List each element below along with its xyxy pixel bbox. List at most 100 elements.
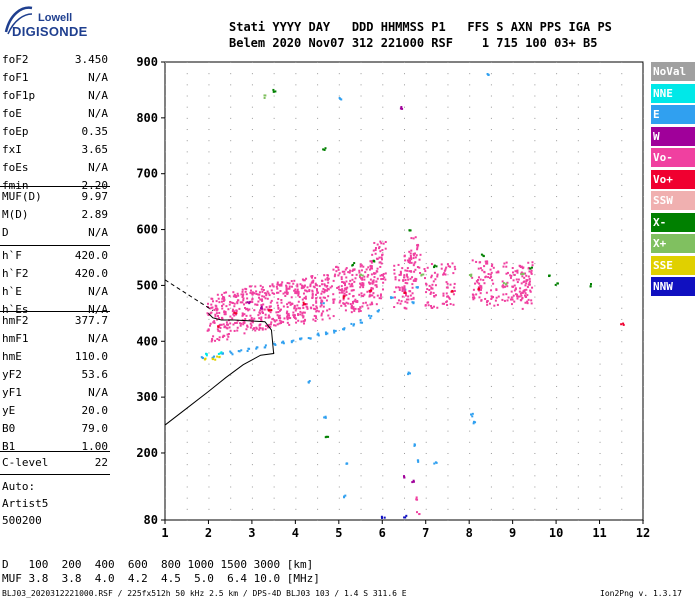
grid-dot (425, 341, 427, 343)
grid-dot (165, 363, 166, 365)
grid-dot (295, 419, 297, 421)
grid-dot (534, 296, 536, 298)
data-point (449, 303, 452, 306)
grid-dot (382, 196, 384, 198)
grid-dot (273, 464, 275, 466)
data-point (272, 90, 275, 93)
data-point (350, 289, 353, 292)
grid-dot (469, 207, 471, 209)
param-row: hmF1 N/A (2, 332, 108, 347)
grid-dot (295, 218, 297, 220)
data-point (412, 279, 415, 282)
grid-dot (469, 397, 471, 399)
data-point (261, 308, 264, 311)
data-point (216, 293, 219, 296)
data-point (266, 290, 269, 293)
grid-dot (556, 184, 558, 186)
data-point (313, 314, 316, 317)
grid-dot (577, 363, 579, 365)
data-point (412, 257, 415, 260)
grid-dot (208, 452, 210, 454)
data-point (229, 350, 232, 353)
grid-dot (621, 352, 623, 354)
data-point (478, 282, 481, 285)
grid-dot (230, 251, 232, 253)
grid-dot (165, 385, 166, 387)
grid-dot (447, 62, 449, 63)
x-tick-label: 8 (466, 526, 473, 540)
data-point (362, 302, 365, 305)
grid-dot (534, 363, 536, 365)
data-point (240, 293, 243, 296)
digisonde-logo-icon (4, 6, 33, 35)
data-point (260, 316, 263, 319)
grid-dot (425, 330, 427, 332)
data-point (326, 287, 329, 290)
data-point (275, 311, 278, 314)
data-point (405, 274, 408, 277)
data-point (472, 422, 475, 425)
data-point (241, 288, 244, 291)
data-point (270, 289, 273, 292)
grid-dot (251, 162, 253, 164)
grid-dot (165, 318, 166, 320)
grid-dot (208, 352, 210, 354)
grid-dot (404, 95, 405, 97)
grid-dot (251, 117, 253, 119)
grid-dot (556, 151, 558, 153)
grid-dot (186, 475, 188, 477)
data-point (422, 273, 425, 276)
grid-dot (404, 363, 405, 365)
grid-dot (404, 486, 405, 488)
grid-dot (621, 408, 623, 410)
data-point (304, 289, 307, 292)
grid-dot (208, 497, 210, 499)
grid-dot (360, 441, 362, 443)
grid-dot (382, 497, 384, 499)
grid-dot (534, 162, 536, 164)
data-point (430, 276, 433, 279)
data-point (379, 265, 382, 268)
data-point (225, 305, 228, 308)
data-point (216, 328, 219, 331)
data-point (276, 283, 279, 286)
grid-dot (165, 184, 166, 186)
data-point (433, 266, 436, 269)
grid-dot (577, 285, 579, 287)
grid-dot (404, 240, 405, 242)
data-point (371, 260, 374, 263)
grid-dot (599, 207, 601, 209)
data-point (217, 297, 220, 300)
data-point (263, 96, 266, 99)
data-point (405, 298, 408, 301)
grid-dot (447, 374, 449, 376)
data-point (523, 280, 526, 283)
grid-dot (295, 441, 297, 443)
data-point (381, 249, 384, 252)
grid-dot (621, 106, 623, 108)
data-point (376, 310, 379, 313)
grid-dot (621, 430, 623, 432)
data-point (289, 317, 292, 320)
grid-dot (425, 263, 427, 265)
data-point (480, 285, 483, 288)
data-point (218, 330, 221, 333)
grid-dot (338, 318, 340, 320)
grid-dot (447, 452, 449, 454)
grid-dot (338, 173, 340, 175)
data-point (210, 303, 213, 306)
data-point (220, 316, 223, 319)
grid-dot (404, 151, 405, 153)
grid-dot (577, 162, 579, 164)
grid-dot (360, 464, 362, 466)
data-point (530, 269, 533, 272)
data-point (418, 258, 421, 261)
data-point (327, 288, 330, 291)
grid-dot (208, 196, 210, 198)
data-point (403, 287, 406, 290)
grid-dot (534, 330, 536, 332)
data-point (269, 285, 272, 288)
data-point (290, 341, 293, 344)
grid-dot (273, 229, 275, 231)
grid-dot (469, 363, 471, 365)
